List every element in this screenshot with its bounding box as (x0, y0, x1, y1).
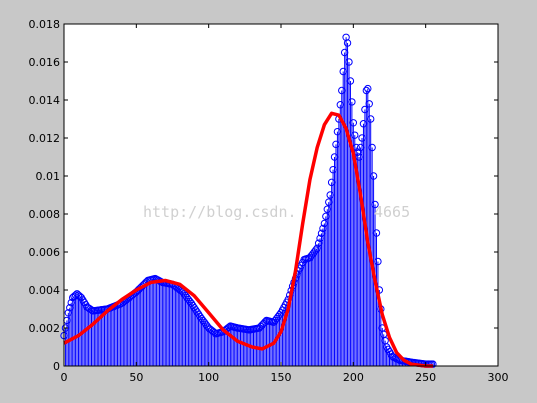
histogram-marker (210, 328, 219, 337)
histogram-marker (372, 229, 381, 237)
x-tick-label: 100 (198, 371, 219, 384)
histogram-marker (225, 323, 233, 331)
histogram-marker (358, 134, 366, 142)
y-tick-label: 0.014 (29, 94, 61, 107)
histogram-marker (351, 131, 359, 139)
histogram-marker (345, 58, 353, 66)
y-axis-ticks: 0 0.002 0.004 0.006 0.008 0.01 0.012 0.014 0.016… (29, 18, 498, 373)
x-tick-label: 150 (271, 371, 292, 384)
histogram-marker (369, 172, 378, 180)
histogram-marker (64, 309, 73, 317)
y-tick-label: 0.006 (29, 246, 61, 259)
histogram-marker (330, 153, 339, 161)
y-tick-label: 0.01 (36, 170, 61, 183)
histogram-marker (349, 119, 358, 127)
histogram-marker (365, 100, 373, 108)
histogram-marker (312, 246, 320, 254)
histogram-marker (333, 127, 342, 136)
histogram-marker (61, 324, 70, 332)
histogram-marker (66, 304, 74, 312)
histogram-marker (325, 198, 333, 206)
histogram-marker (343, 39, 352, 47)
y-tick-label: 0.004 (29, 284, 61, 297)
histogram-marker (317, 229, 326, 238)
histogram-marker (339, 67, 347, 76)
histogram-marker (329, 165, 337, 174)
x-tick-label: 200 (343, 371, 364, 384)
y-tick-label: 0.008 (29, 208, 61, 221)
histogram-marker (374, 257, 382, 266)
histogram-marker (356, 143, 365, 152)
histogram-marker (361, 105, 369, 114)
y-tick-label: 0.016 (29, 56, 61, 69)
histogram-marker (364, 84, 372, 93)
y-tick-label: 0.002 (29, 322, 61, 335)
histogram-marker (366, 115, 375, 123)
x-tick-label: 250 (415, 371, 436, 384)
watermark-text-tail: 4665 (374, 203, 410, 221)
histogram-marker (346, 77, 355, 85)
histogram-marker (326, 191, 334, 199)
histogram-marker (67, 298, 75, 307)
histogram-marker (314, 239, 323, 247)
x-tick-label: 50 (129, 371, 143, 384)
fitted-curve (63, 111, 433, 368)
y-tick-label: 0.012 (29, 132, 61, 145)
histogram-marker (332, 140, 340, 149)
histogram-marker (338, 86, 346, 95)
histogram-marker (327, 178, 336, 187)
histogram-marker (336, 101, 345, 109)
histogram-marker (320, 219, 329, 228)
histogram-marker (355, 153, 363, 161)
histogram-marker (322, 212, 330, 221)
histogram-marker (362, 86, 371, 95)
watermark-text: http://blog.csdn. (143, 203, 297, 221)
y-tick-label: 0 (53, 360, 60, 373)
histogram-marker (319, 224, 327, 233)
histogram-marker (87, 306, 96, 314)
x-tick-label: 0 (61, 371, 68, 384)
histogram-marker (316, 234, 324, 243)
y-tick-label: 0.018 (29, 18, 61, 31)
x-axis-ticks: 0 50 100 150 200 250 300 (61, 24, 509, 384)
histogram-marker (348, 98, 356, 106)
x-tick-label: 300 (488, 371, 509, 384)
histogram-marker (368, 143, 376, 152)
histogram-marker (313, 244, 321, 252)
histogram-marker (340, 48, 349, 57)
histogram-marker (371, 200, 379, 209)
histogram-marker (323, 205, 331, 213)
histogram-marker (359, 120, 368, 128)
